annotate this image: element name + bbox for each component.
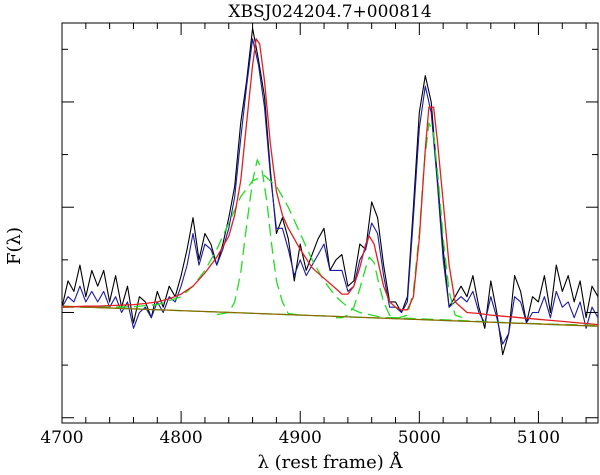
axis-ticks	[61, 23, 598, 423]
series-line-smoothed	[62, 38, 598, 345]
x-tick-label: 4700	[40, 428, 83, 448]
series-line-broad-component	[62, 174, 598, 327]
plot-frame	[61, 22, 599, 424]
x-tick-label: 5100	[517, 428, 560, 448]
series-line-total-model	[62, 38, 598, 326]
x-axis-label: λ (rest frame) Å	[257, 451, 403, 473]
series-line-narrow-hbeta	[216, 159, 301, 316]
x-tick-labels: 4700 4800 4900 5000 5100	[40, 428, 560, 448]
x-tick-label: 4800	[159, 428, 202, 448]
chart-title: XBSJ024204.7+000814	[228, 2, 431, 22]
x-tick-label: 5000	[398, 428, 441, 448]
x-tick-label: 4900	[279, 428, 322, 448]
series-line-continuum-model	[62, 305, 598, 327]
y-axis-label: F(λ)	[4, 227, 25, 265]
series-line-narrow-oiii-5007	[395, 122, 468, 320]
series-line-narrow-oiii-4959	[336, 256, 396, 319]
